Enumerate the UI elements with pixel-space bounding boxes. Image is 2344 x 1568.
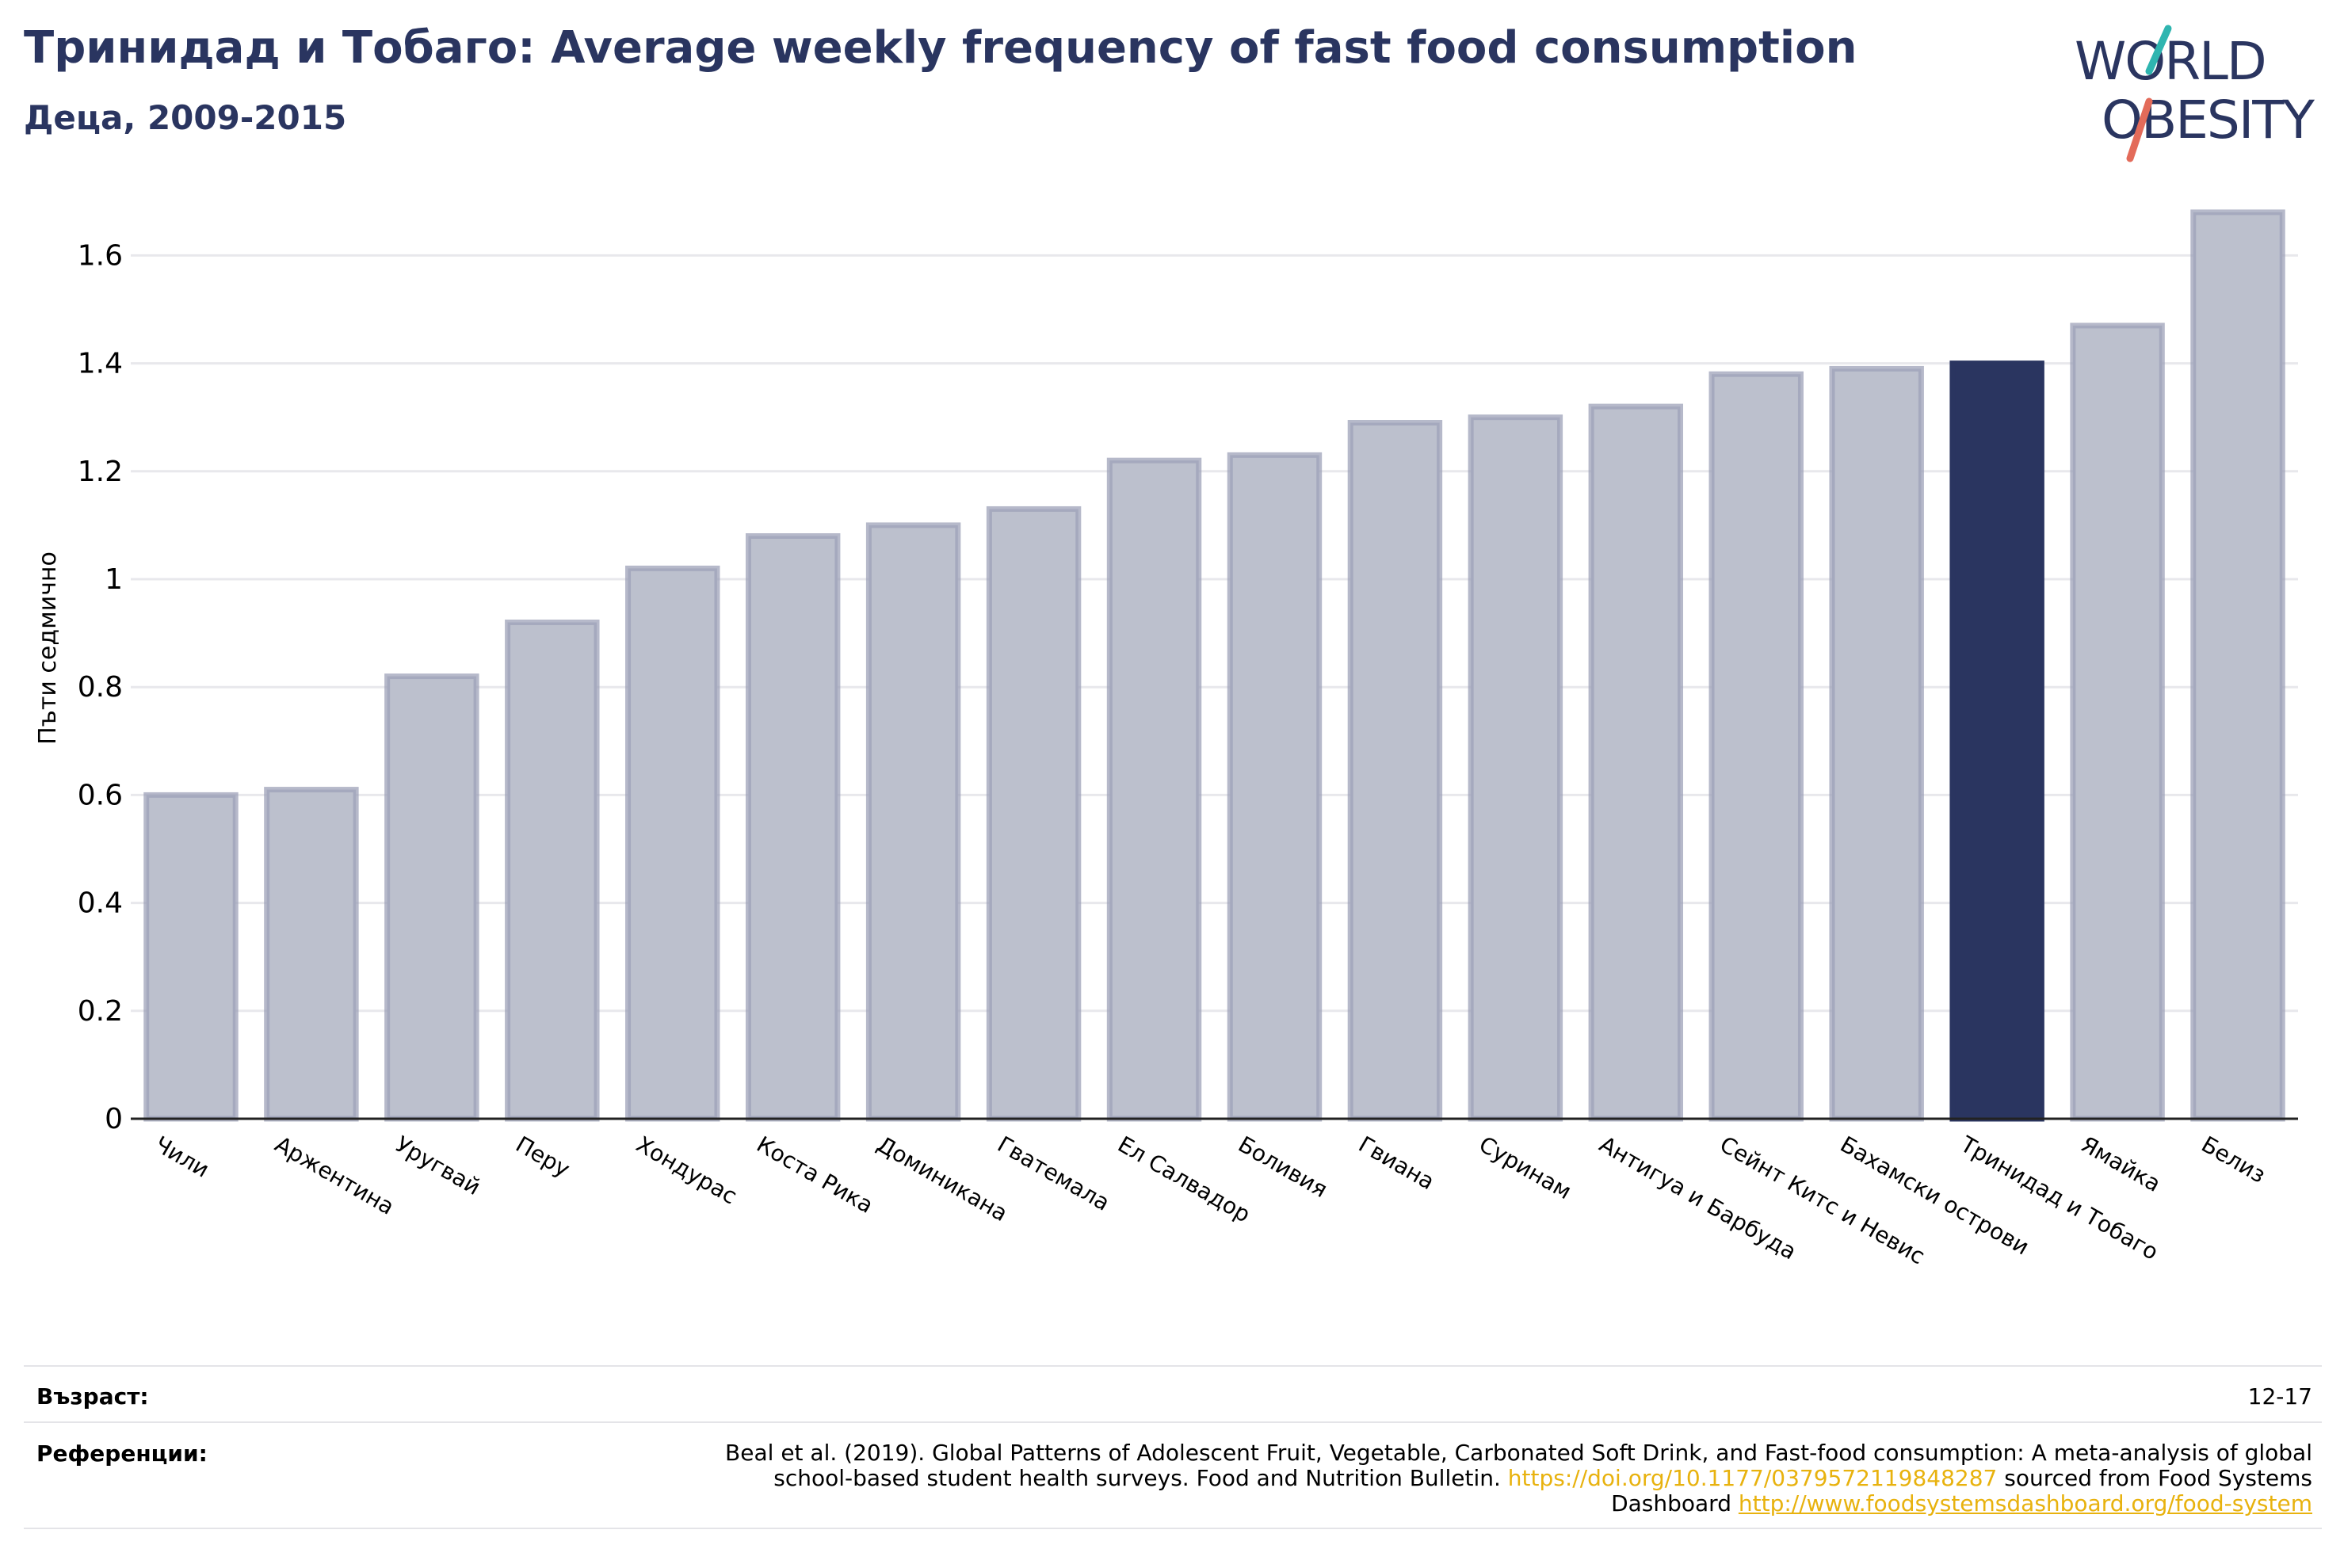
logo-slash-teal: [2145, 25, 2172, 75]
bar[interactable]: [1227, 452, 1323, 1122]
bar[interactable]: [1829, 365, 1924, 1122]
x-tick-label: Аржентина: [270, 1131, 399, 1219]
bars: [143, 209, 2285, 1122]
x-tick-label: Суринам: [1475, 1131, 1576, 1204]
bar[interactable]: [2070, 322, 2165, 1122]
bar[interactable]: [625, 565, 720, 1122]
x-tick-label: Ямайка: [2077, 1131, 2166, 1197]
bar[interactable]: [1106, 457, 1202, 1122]
reference-dashboard-link[interactable]: http://www.foodsystemsdashboard.org/food…: [1738, 1490, 2312, 1516]
bar[interactable]: [1347, 420, 1443, 1122]
y-tick-label: 1.2: [78, 456, 123, 488]
logo-slash-coral: [2126, 97, 2153, 162]
age-label: Възраст:: [36, 1383, 149, 1410]
x-tick-label: Боливия: [1234, 1131, 1332, 1203]
x-tick-label: Чили: [150, 1131, 213, 1182]
grid-lines: [131, 254, 2298, 1013]
logo-word-world: WORLD: [2075, 31, 2266, 92]
bar[interactable]: [505, 619, 600, 1122]
bar-chart: 0 0.2 0.4 0.6 0.8 1 1.2 1.4 1.6 Чили АржентинаУру…: [34, 209, 2298, 1269]
y-tick-label: 1: [105, 563, 123, 596]
reference-text: Beal et al. (2019). Global Patterns of A…: [648, 1440, 2312, 1516]
divider-bottom: [24, 1528, 2322, 1529]
x-tick-label: Тринидад и Тобаго: [1956, 1131, 2163, 1265]
x-tick-label: Уругвай: [391, 1131, 485, 1200]
x-tick-label: Сейнт Китс и Невис: [1716, 1131, 1930, 1269]
divider-top: [24, 1365, 2322, 1367]
y-axis-ticks: 0 0.2 0.4 0.6 0.8 1 1.2 1.4 1.6: [78, 239, 123, 1135]
bar[interactable]: [1468, 414, 1563, 1122]
y-tick-label: 1.6: [78, 239, 123, 272]
x-tick-label: Антигуа и Барбуда: [1595, 1131, 1801, 1265]
bar[interactable]: [1949, 361, 2044, 1122]
bar[interactable]: [986, 505, 1082, 1122]
bar[interactable]: [264, 787, 359, 1122]
y-tick-label: 0.6: [78, 779, 123, 811]
age-value: 12-17: [2247, 1383, 2312, 1410]
x-tick-label: Коста Рика: [752, 1131, 877, 1219]
y-tick-label: 1.4: [78, 348, 123, 380]
references-label: Референции:: [36, 1440, 208, 1467]
y-tick-label: 0.8: [78, 671, 123, 704]
bar[interactable]: [143, 792, 239, 1122]
x-tick-label: Белиз: [2197, 1131, 2270, 1188]
bar[interactable]: [2190, 209, 2285, 1122]
x-tick-label: Доминикана: [872, 1131, 1012, 1227]
chart-subtitle: Деца, 2009-2015: [24, 98, 347, 137]
divider-middle: [24, 1421, 2322, 1423]
reference-doi-link[interactable]: https://doi.org/10.1177/0379572119848287: [1507, 1465, 1998, 1491]
bar[interactable]: [1588, 403, 1684, 1122]
chart-title: Тринидад и Тобаго: Average weekly freque…: [24, 22, 1857, 74]
bar[interactable]: [745, 533, 841, 1122]
reference-citation: Beal et al. (2019). Global Patterns of A…: [725, 1440, 2312, 1491]
x-tick-label: Перу: [511, 1131, 574, 1182]
y-axis-label: Пъти седмично: [34, 551, 62, 745]
bar[interactable]: [865, 522, 961, 1122]
bar[interactable]: [384, 673, 479, 1122]
bar[interactable]: [1708, 371, 1804, 1122]
y-tick-label: 0: [105, 1103, 123, 1135]
y-tick-label: 0.4: [78, 887, 123, 920]
x-tick-label: Ел Салвадор: [1113, 1131, 1254, 1227]
y-tick-label: 0.2: [78, 995, 123, 1028]
world-obesity-logo: WORLD OBESITY: [2075, 25, 2317, 162]
x-tick-label: Хондурас: [632, 1131, 742, 1209]
x-tick-label: Гвиана: [1354, 1131, 1439, 1195]
reference-source-text: sourced from Food Systems Dashboard: [1611, 1465, 2312, 1516]
